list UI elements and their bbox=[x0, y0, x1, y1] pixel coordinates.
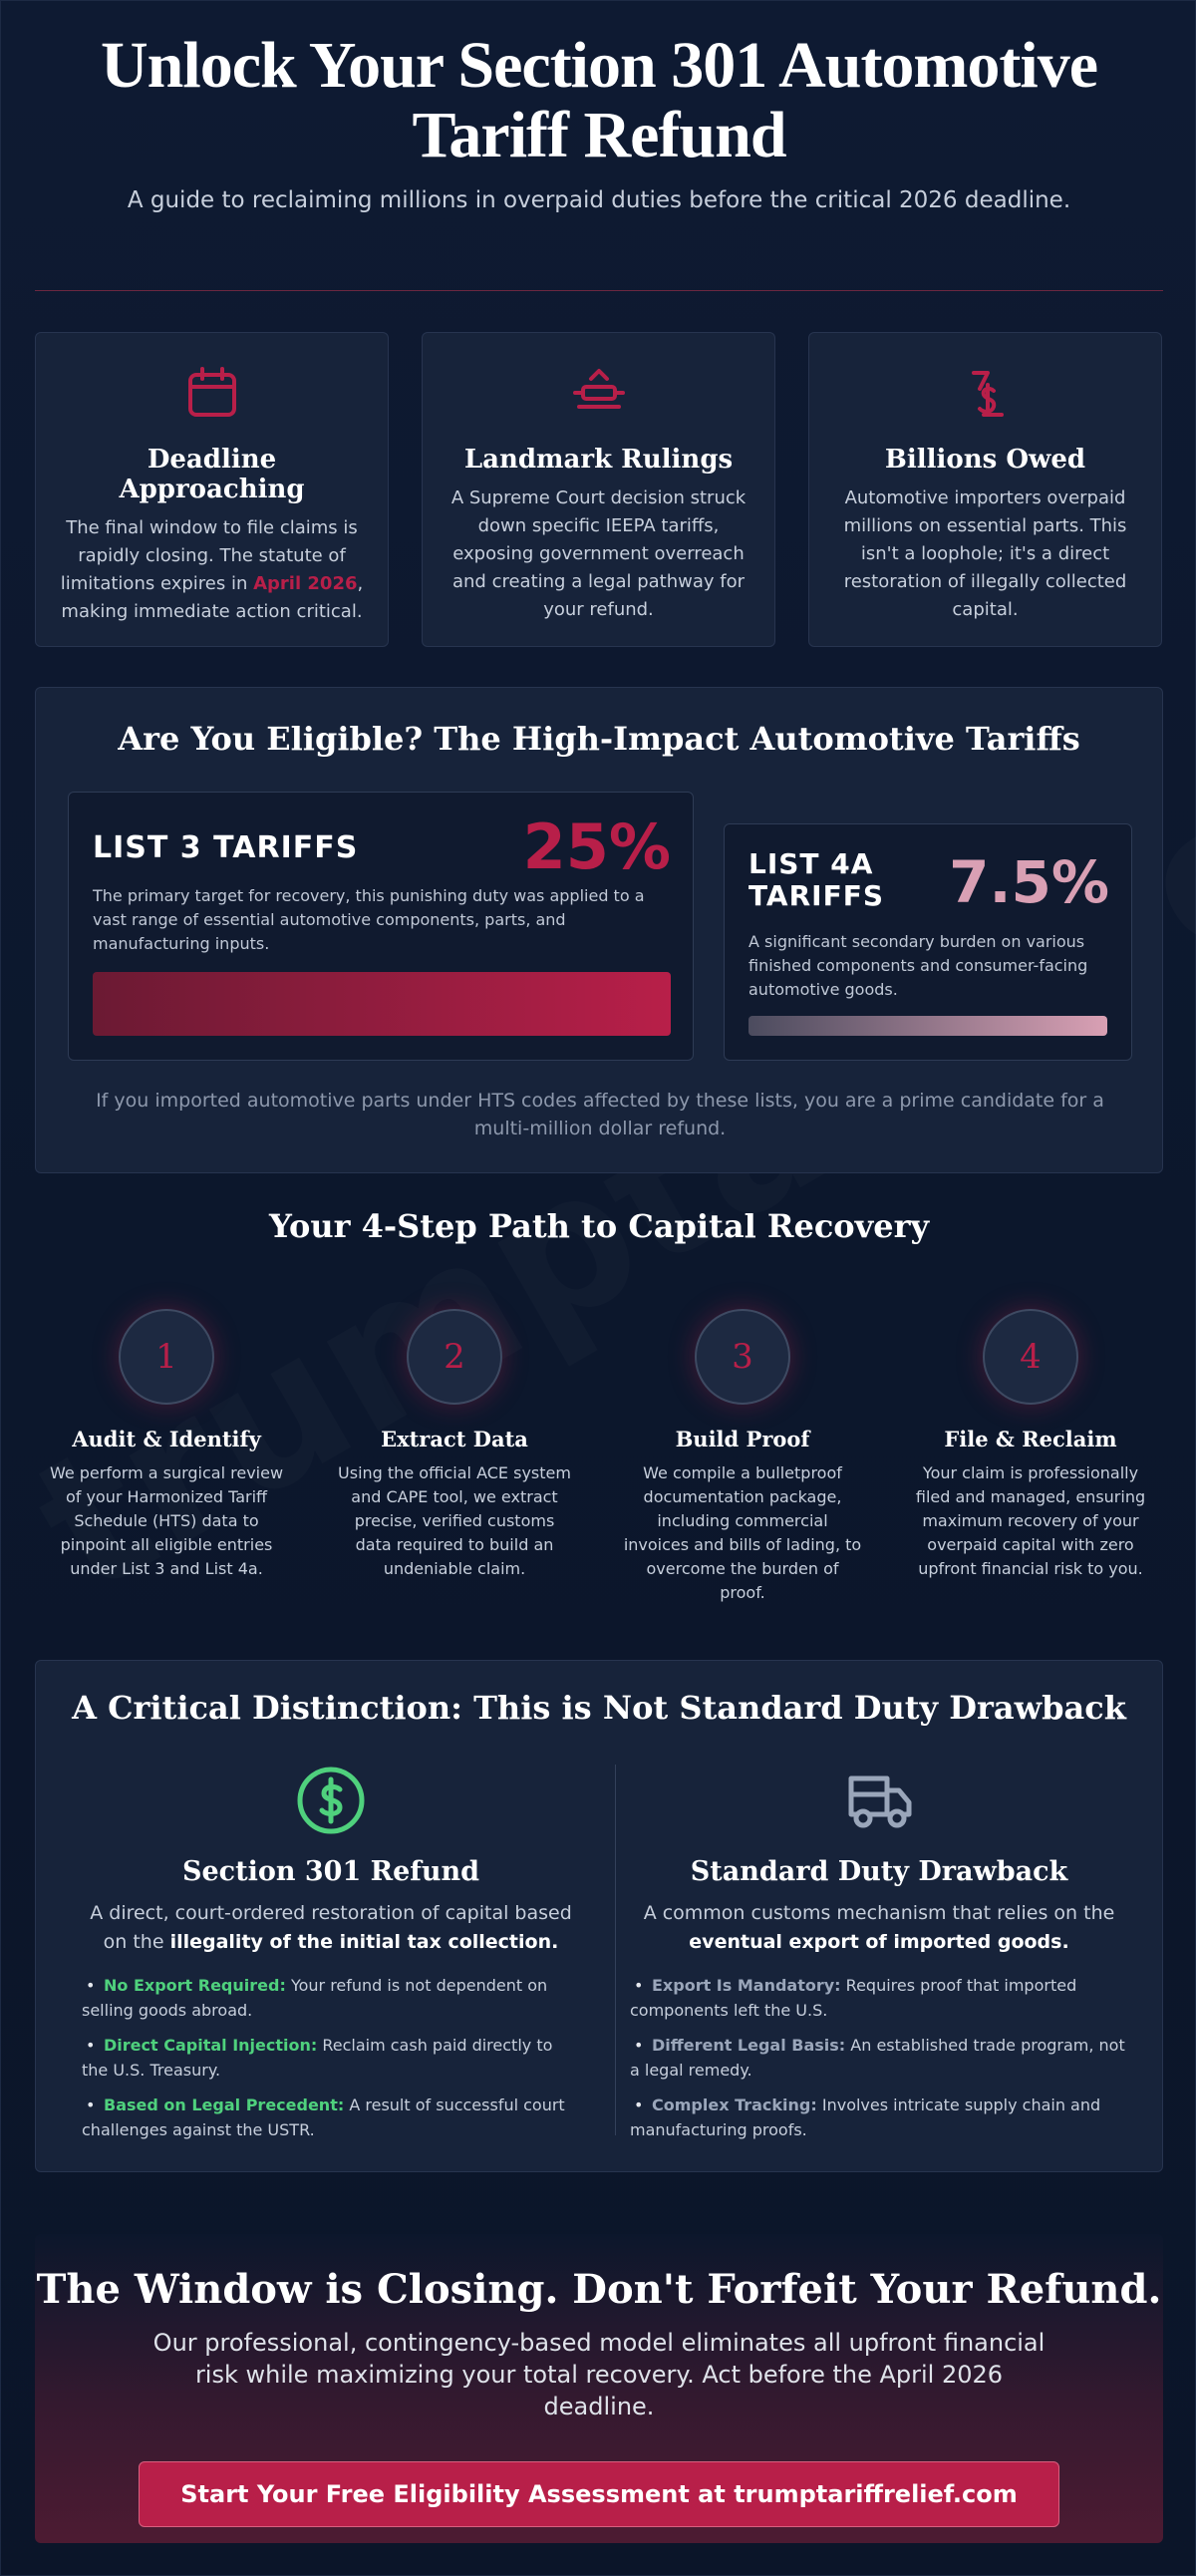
cta-title: The Window is Closing. Don't Forfeit You… bbox=[36, 2266, 1162, 2313]
list3-text: The primary target for recovery, this pu… bbox=[93, 886, 645, 953]
comparison-list: • Export Is Mandatory: Requires proof tha… bbox=[630, 1973, 1128, 2142]
page-title: Unlock Your Section 301 Automotive Tarif… bbox=[100, 29, 1098, 171]
step-number: 3 bbox=[695, 1309, 790, 1405]
step-number: 4 bbox=[983, 1309, 1078, 1405]
step-number: 1 bbox=[119, 1309, 214, 1405]
gavel-icon bbox=[569, 363, 629, 423]
list4a-rate: 7.5% bbox=[949, 848, 1109, 916]
divider bbox=[35, 290, 1163, 291]
list-item: • Based on Legal Precedent: A result of s… bbox=[82, 2095, 565, 2139]
card-billions: Billions Owed Automotive importers overp… bbox=[808, 332, 1162, 647]
section301-column: Section 301 Refund A direct, court-order… bbox=[82, 1765, 580, 2152]
step-1: 1 Audit & Identify We perform a surgical… bbox=[47, 1309, 286, 1581]
step-3: 3 Build Proof We compile a bulletproof d… bbox=[623, 1309, 862, 1605]
step-title: Build Proof bbox=[675, 1427, 810, 1451]
list4a-text: A significant secondary burden on variou… bbox=[748, 932, 1088, 999]
column-title: Section 301 Refund bbox=[181, 1856, 479, 1887]
cta-text: Our professional, contingency-based mode… bbox=[152, 2329, 1046, 2420]
list3-card: LIST 3 TARIFFS 25% The primary target fo… bbox=[68, 792, 694, 1061]
column-desc: A direct, court-ordered restoration of c… bbox=[90, 1902, 572, 1953]
column-title: Standard Duty Drawback bbox=[690, 1856, 1068, 1887]
list4a-title: LIST 4A TARIFFS bbox=[748, 847, 884, 912]
card-text: Automotive importers overpaid millions o… bbox=[843, 487, 1127, 620]
distinction-section: A Critical Distinction: This is Not Stan… bbox=[35, 1660, 1163, 2172]
steps-title: Your 4-Step Path to Capital Recovery bbox=[268, 1207, 930, 1245]
step-4: 4 File & Reclaim Your claim is professio… bbox=[911, 1309, 1150, 1581]
eligibility-note: If you imported automotive parts under H… bbox=[96, 1090, 1104, 1139]
card-title: Landmark Rulings bbox=[463, 445, 734, 475]
list3-title: LIST 3 TARIFFS bbox=[93, 830, 359, 865]
eligibility-title: Are You Eligible? The High-Impact Automo… bbox=[118, 720, 1080, 758]
list-item: • Complex Tracking: Involves intricate su… bbox=[630, 2095, 1101, 2139]
deadline-highlight: April 2026 bbox=[253, 573, 358, 594]
step-number: 2 bbox=[407, 1309, 502, 1405]
info-cards: Deadline Approaching The final window to… bbox=[35, 332, 1163, 647]
dollar-icon bbox=[956, 363, 1016, 423]
step-2: 2 Extract Data Using the official ACE sy… bbox=[335, 1309, 574, 1581]
step-title: Audit & Identify bbox=[72, 1427, 261, 1451]
drawback-column: Standard Duty Drawback A common customs … bbox=[630, 1765, 1128, 2152]
step-text: We compile a bulletproof documentation p… bbox=[623, 1463, 862, 1602]
list3-bar bbox=[93, 972, 671, 1036]
calendar-icon bbox=[182, 363, 242, 423]
list-item: • Different Legal Basis: An established t… bbox=[630, 2036, 1125, 2080]
hero: Unlock Your Section 301 Automotive Tarif… bbox=[1, 31, 1196, 215]
column-divider bbox=[615, 1765, 616, 2135]
card-text: The final window to file claims is rapid… bbox=[60, 517, 364, 622]
distinction-title: A Critical Distinction: This is Not Stan… bbox=[72, 1689, 1126, 1727]
truck-icon bbox=[843, 1765, 915, 1836]
benefit-list: • No Export Required: Your refund is not … bbox=[82, 1973, 580, 2142]
card-text: A Supreme Court decision struck down spe… bbox=[450, 487, 747, 620]
list-item: • Direct Capital Injection: Reclaim cash … bbox=[82, 2036, 553, 2080]
step-text: Using the official ACE system and CAPE t… bbox=[338, 1463, 571, 1578]
eligibility-section: Are You Eligible? The High-Impact Automo… bbox=[35, 687, 1163, 1173]
list-item: • No Export Required: Your refund is not … bbox=[82, 1976, 548, 2020]
list4a-bar bbox=[748, 1016, 1107, 1036]
list4a-card: LIST 4A TARIFFS 7.5% A significant secon… bbox=[724, 823, 1132, 1061]
card-rulings: Landmark Rulings A Supreme Court decisio… bbox=[422, 332, 775, 647]
page-subtitle: A guide to reclaiming millions in overpa… bbox=[127, 187, 1071, 213]
step-title: Extract Data bbox=[381, 1427, 528, 1451]
step-title: File & Reclaim bbox=[944, 1427, 1117, 1451]
step-text: Your claim is professionally filed and m… bbox=[915, 1463, 1146, 1578]
column-desc: A common customs mechanism that relies o… bbox=[643, 1902, 1115, 1953]
card-deadline: Deadline Approaching The final window to… bbox=[35, 332, 389, 647]
list-item: • Export Is Mandatory: Requires proof tha… bbox=[630, 1976, 1077, 2020]
card-title: Billions Owed bbox=[884, 445, 1086, 475]
card-title: Deadline Approaching bbox=[119, 445, 305, 504]
step-text: We perform a surgical review of your Har… bbox=[49, 1463, 284, 1578]
dollar-circle-icon bbox=[295, 1765, 367, 1836]
assessment-button[interactable]: Start Your Free Eligibility Assessment a… bbox=[139, 2461, 1059, 2527]
list3-rate: 25% bbox=[522, 810, 671, 883]
cta-section: The Window is Closing. Don't Forfeit You… bbox=[35, 2234, 1163, 2543]
